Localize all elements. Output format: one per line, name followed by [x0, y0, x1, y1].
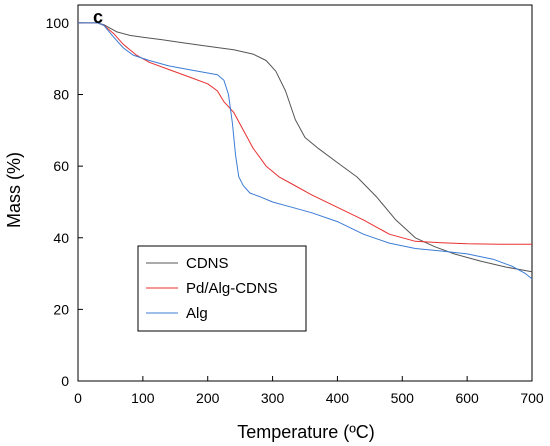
legend-label-2: Alg: [186, 305, 208, 322]
legend-label-1: Pd/Alg-CDNS: [186, 280, 278, 297]
x-tick-label: 400: [326, 390, 350, 406]
y-tick-label: 0: [61, 373, 69, 389]
x-tick-label: 300: [261, 390, 285, 406]
series-line-2: [78, 22, 533, 280]
y-tick-label: 60: [53, 158, 69, 174]
axes: [77, 4, 533, 382]
y-axis-title: Mass (%): [4, 152, 24, 228]
legend: CDNS Pd/Alg-CDNS Alg: [137, 245, 307, 332]
ticks: 0 100 200 300 400 500 600 700 0 20 40 60 80 100: [46, 15, 544, 406]
x-axis-title: Temperature (ºC): [237, 422, 375, 442]
legend-label-0: CDNS: [186, 255, 229, 272]
x-tick-label: 500: [391, 390, 415, 406]
series-line-0: [78, 22, 533, 273]
plot-frame: [77, 4, 533, 382]
x-tick-label: 0: [74, 390, 82, 406]
x-tick-label: 200: [196, 390, 220, 406]
panel-label: c: [93, 7, 103, 27]
y-tick-label: 80: [53, 87, 69, 103]
x-tick-label: 100: [131, 390, 155, 406]
x-tick-label: 700: [520, 390, 544, 406]
series-layer: [78, 22, 533, 280]
series-line-1: [78, 22, 532, 245]
y-tick-label: 100: [46, 15, 70, 31]
y-tick-label: 20: [53, 301, 69, 317]
y-tick-label: 40: [53, 230, 69, 246]
x-tick-label: 600: [455, 390, 479, 406]
